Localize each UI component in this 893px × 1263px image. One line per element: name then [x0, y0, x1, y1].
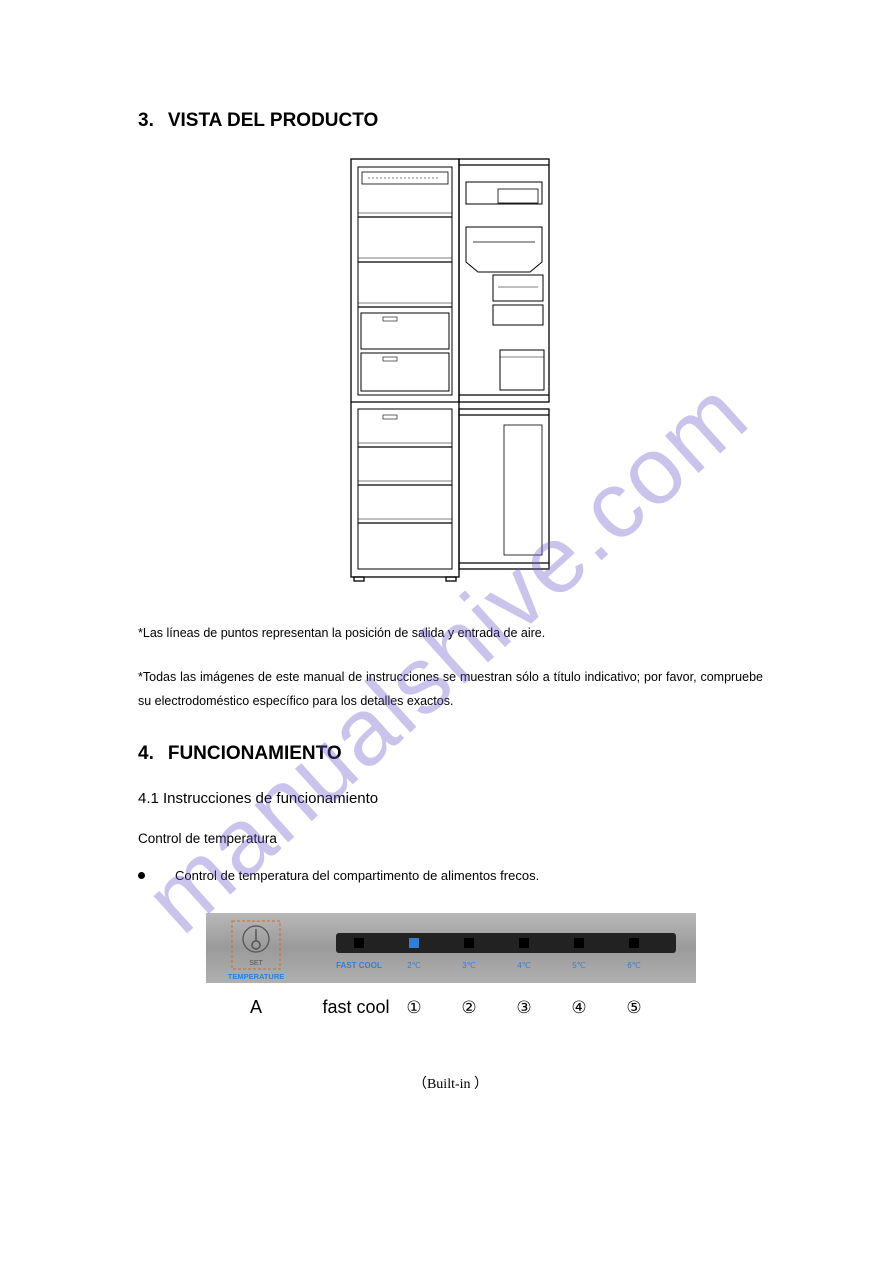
section-3-num: 3. — [138, 110, 154, 131]
product-view-diagram — [348, 157, 553, 582]
panel-tick-3: 5℃ — [572, 961, 585, 970]
panel-fastcool-label: FAST COOL — [336, 961, 382, 970]
panel-tick-2: 4℃ — [517, 961, 530, 970]
note-1: *Las líneas de puntos representan la pos… — [138, 622, 763, 646]
builtin-caption: （Built-in ） — [138, 1073, 763, 1093]
panel-bottom-n1: ① — [406, 998, 421, 1017]
bullet-dot-icon — [138, 872, 145, 879]
section-3-title: VISTA DEL PRODUCTO — [168, 110, 378, 131]
panel-temp-label: TEMPERATURE — [227, 972, 284, 981]
panel-bottom-n2: ② — [461, 998, 476, 1017]
section-3-heading: 3. VISTA DEL PRODUCTO — [138, 110, 763, 132]
panel-bottom-n4: ④ — [571, 998, 586, 1017]
document-page: 3. VISTA DEL PRODUCTO — [0, 0, 893, 1153]
panel-set-label: SET — [249, 960, 263, 967]
sub-temp-control: Control de temperatura — [138, 831, 763, 846]
note-2: *Todas las imágenes de este manual de in… — [138, 666, 763, 714]
bullet-1-text: Control de temperatura del compartimento… — [175, 868, 539, 883]
panel-bottom-n3: ③ — [516, 998, 531, 1017]
control-panel-figure: SET TEMPERATURE FAST COOL 2℃ 3℃ 4℃ 5℃ 6℃… — [206, 913, 696, 1033]
bullet-item: Control de temperatura del compartimento… — [138, 868, 763, 883]
panel-tick-0: 2℃ — [407, 961, 420, 970]
section-4-heading: 4. FUNCIONAMIENTO — [138, 743, 763, 765]
panel-bottom-a: A — [249, 997, 261, 1017]
panel-bottom-fastcool: fast cool — [322, 997, 389, 1017]
sub-41: 4.1 Instrucciones de funcionamiento — [138, 790, 763, 807]
section-4-num: 4. — [138, 743, 154, 764]
panel-bottom-n5: ⑤ — [626, 998, 641, 1017]
panel-tick-1: 3℃ — [462, 961, 475, 970]
section-4-title: FUNCIONAMIENTO — [168, 743, 342, 764]
panel-tick-4: 6℃ — [627, 961, 640, 970]
